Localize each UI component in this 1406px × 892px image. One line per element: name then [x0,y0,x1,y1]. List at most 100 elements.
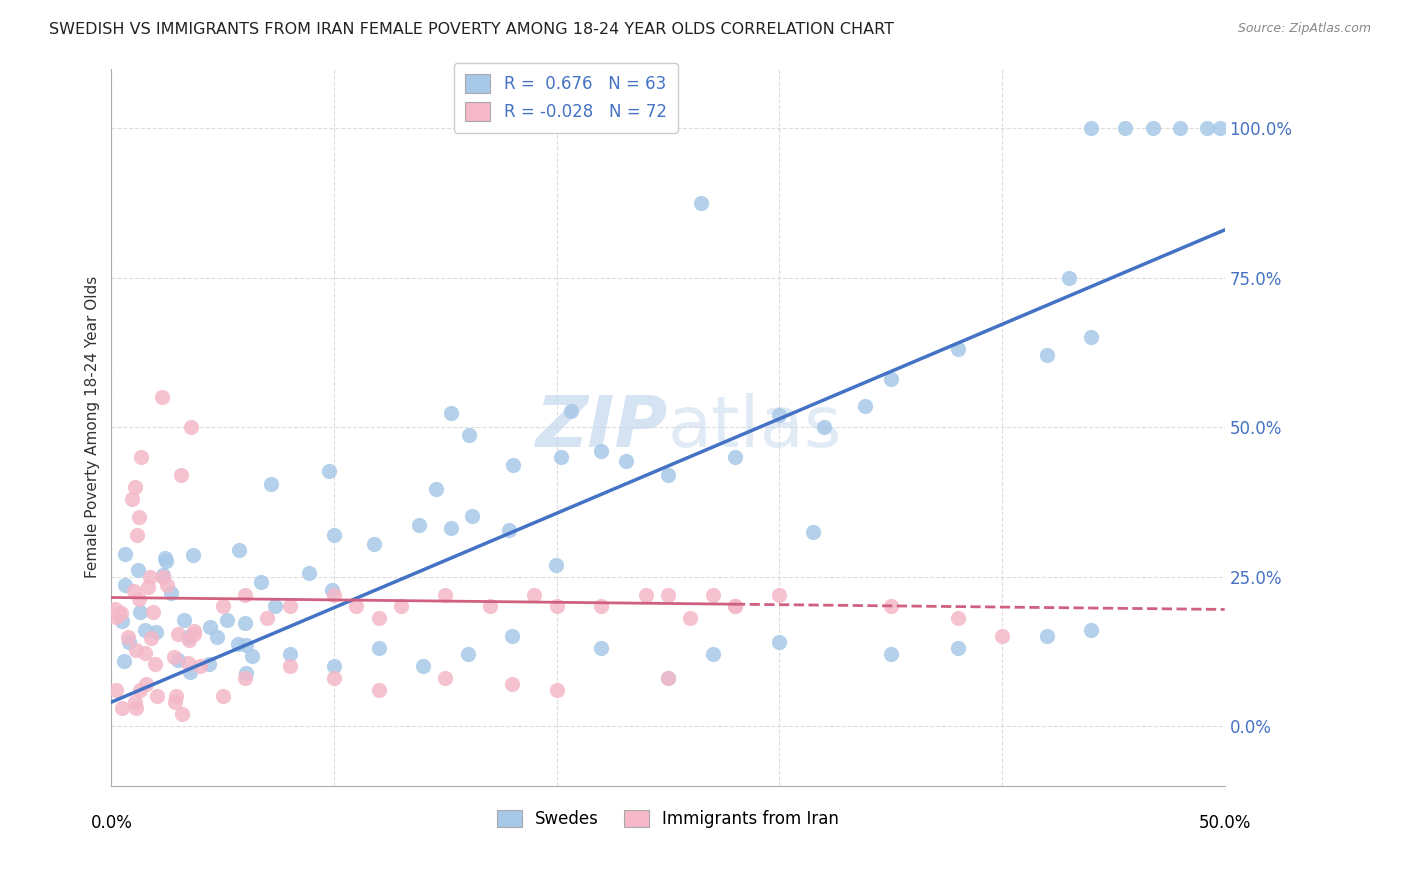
Point [434,587,457,601]
Point [318,464,340,478]
Point [1142,121,1164,136]
Point [880,599,903,614]
Point [124,480,146,494]
Point [323,587,346,601]
Point [323,659,346,673]
Point [458,428,481,442]
Point [233,587,256,601]
Point [1080,121,1102,136]
Point [152,568,174,582]
Point [173,613,195,627]
Point [591,599,613,614]
Point [165,689,187,703]
Point [104,601,127,615]
Point [249,575,271,590]
Point [155,553,177,567]
Point [114,578,136,592]
Point [278,648,301,662]
Point [127,527,149,541]
Point [198,620,221,634]
Point [457,648,479,662]
Point [461,509,484,524]
Point [110,607,132,621]
Point [440,406,463,420]
Point [153,550,176,565]
Point [114,547,136,561]
Point [724,599,747,614]
Point [813,420,835,434]
Point [702,587,724,601]
Point [298,566,321,581]
Point [322,527,344,541]
Point [440,521,463,535]
Point [591,444,613,458]
Point [546,683,568,698]
Point [260,477,283,491]
Point [1114,121,1136,136]
Point [264,599,287,614]
Point [634,587,657,601]
Point [166,627,188,641]
Point [155,577,177,591]
Point [160,586,183,600]
Point [181,548,204,562]
Point [546,558,568,572]
Point [134,623,156,637]
Point [128,509,150,524]
Point [107,607,129,622]
Point [408,518,430,533]
Point [134,647,156,661]
Point [946,641,969,656]
Point [235,666,257,681]
Point [344,599,367,614]
Point [125,643,148,657]
Point [591,641,613,656]
Point [129,605,152,619]
Point [546,599,568,614]
Point [152,570,174,584]
Point [657,467,679,482]
Point [1035,629,1057,643]
Point [190,659,212,673]
Point [256,611,278,625]
Point [240,648,263,663]
Point [1080,624,1102,638]
Point [367,611,389,625]
Point [657,587,679,601]
Point [724,450,747,464]
Point [321,582,343,597]
Point [169,467,191,482]
Point [177,632,200,647]
Point [163,650,186,665]
Point [501,629,523,643]
Point [657,671,679,685]
Point [111,614,134,628]
Point [183,624,205,639]
Point [105,610,128,624]
Point [550,450,572,464]
Point [139,570,162,584]
Point [1168,121,1191,136]
Point [991,629,1014,643]
Point [226,637,249,651]
Point [1209,121,1232,136]
Point [501,677,523,691]
Text: Source: ZipAtlas.com: Source: ZipAtlas.com [1237,22,1371,36]
Point [389,599,412,614]
Point [172,707,194,722]
Text: atlas: atlas [668,392,842,462]
Point [434,671,457,685]
Point [179,665,201,679]
Point [152,390,174,404]
Point [211,599,233,614]
Point [614,454,637,468]
Point [125,701,148,715]
Point [127,563,149,577]
Point [177,631,200,645]
Point [163,695,186,709]
Point [166,653,188,667]
Point [367,683,389,698]
Point [768,408,790,422]
Point [124,695,146,709]
Point [1035,348,1057,362]
